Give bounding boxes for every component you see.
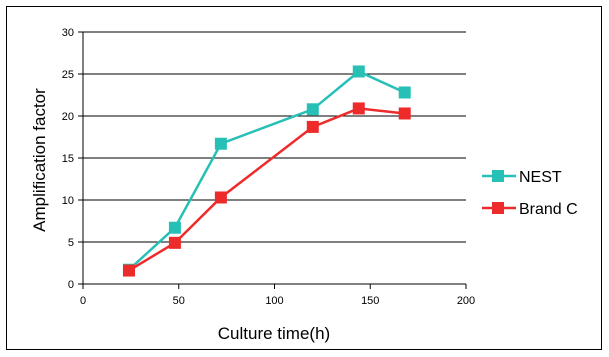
- grid: [83, 31, 466, 243]
- y-tick-label: 10: [62, 195, 74, 207]
- data-point-brand-c: [306, 120, 319, 133]
- data-point-brand-c: [352, 102, 365, 115]
- x-tick-label: 200: [457, 295, 475, 307]
- legend-marker-nest: [492, 170, 504, 182]
- data-point-nest: [352, 65, 365, 78]
- x-tick-labels: 0 50 100 150 200: [80, 295, 475, 307]
- x-tick-label: 100: [265, 295, 283, 307]
- data-point-nest: [214, 137, 227, 150]
- y-tick-label: 0: [68, 279, 74, 291]
- series-line-nest: [128, 70, 406, 271]
- x-axis-title: Culture time(h): [218, 324, 330, 343]
- y-axis-title: Amplification factor: [30, 88, 49, 232]
- legend-label-brand-c: Brand C: [519, 201, 578, 218]
- y-tick-label: 15: [62, 153, 74, 165]
- data-point-brand-c: [398, 107, 411, 120]
- data-point-brand-c: [168, 236, 181, 249]
- data-point-nest: [168, 221, 181, 234]
- data-point-brand-c: [122, 264, 135, 277]
- legend: NEST Brand C: [482, 169, 578, 218]
- series-group: [122, 65, 411, 277]
- legend-marker-brand-c: [492, 202, 504, 214]
- x-tick-label: 50: [173, 295, 185, 307]
- chart-border: [6, 6, 602, 350]
- x-tick-label: 0: [80, 295, 86, 307]
- data-point-brand-c: [214, 191, 227, 204]
- axes: [78, 31, 467, 289]
- x-tick-label: 150: [361, 295, 379, 307]
- y-tick-label: 20: [62, 111, 74, 123]
- y-tick-label: 5: [68, 237, 74, 249]
- series-line-brand-c: [128, 107, 405, 272]
- y-tick-label: 30: [62, 27, 74, 39]
- y-tick-labels: 0 5 10 15 20 25 30: [62, 27, 74, 291]
- data-point-nest: [398, 86, 411, 99]
- data-point-nest: [306, 103, 319, 116]
- legend-label-nest: NEST: [519, 169, 562, 186]
- y-tick-label: 25: [62, 69, 74, 81]
